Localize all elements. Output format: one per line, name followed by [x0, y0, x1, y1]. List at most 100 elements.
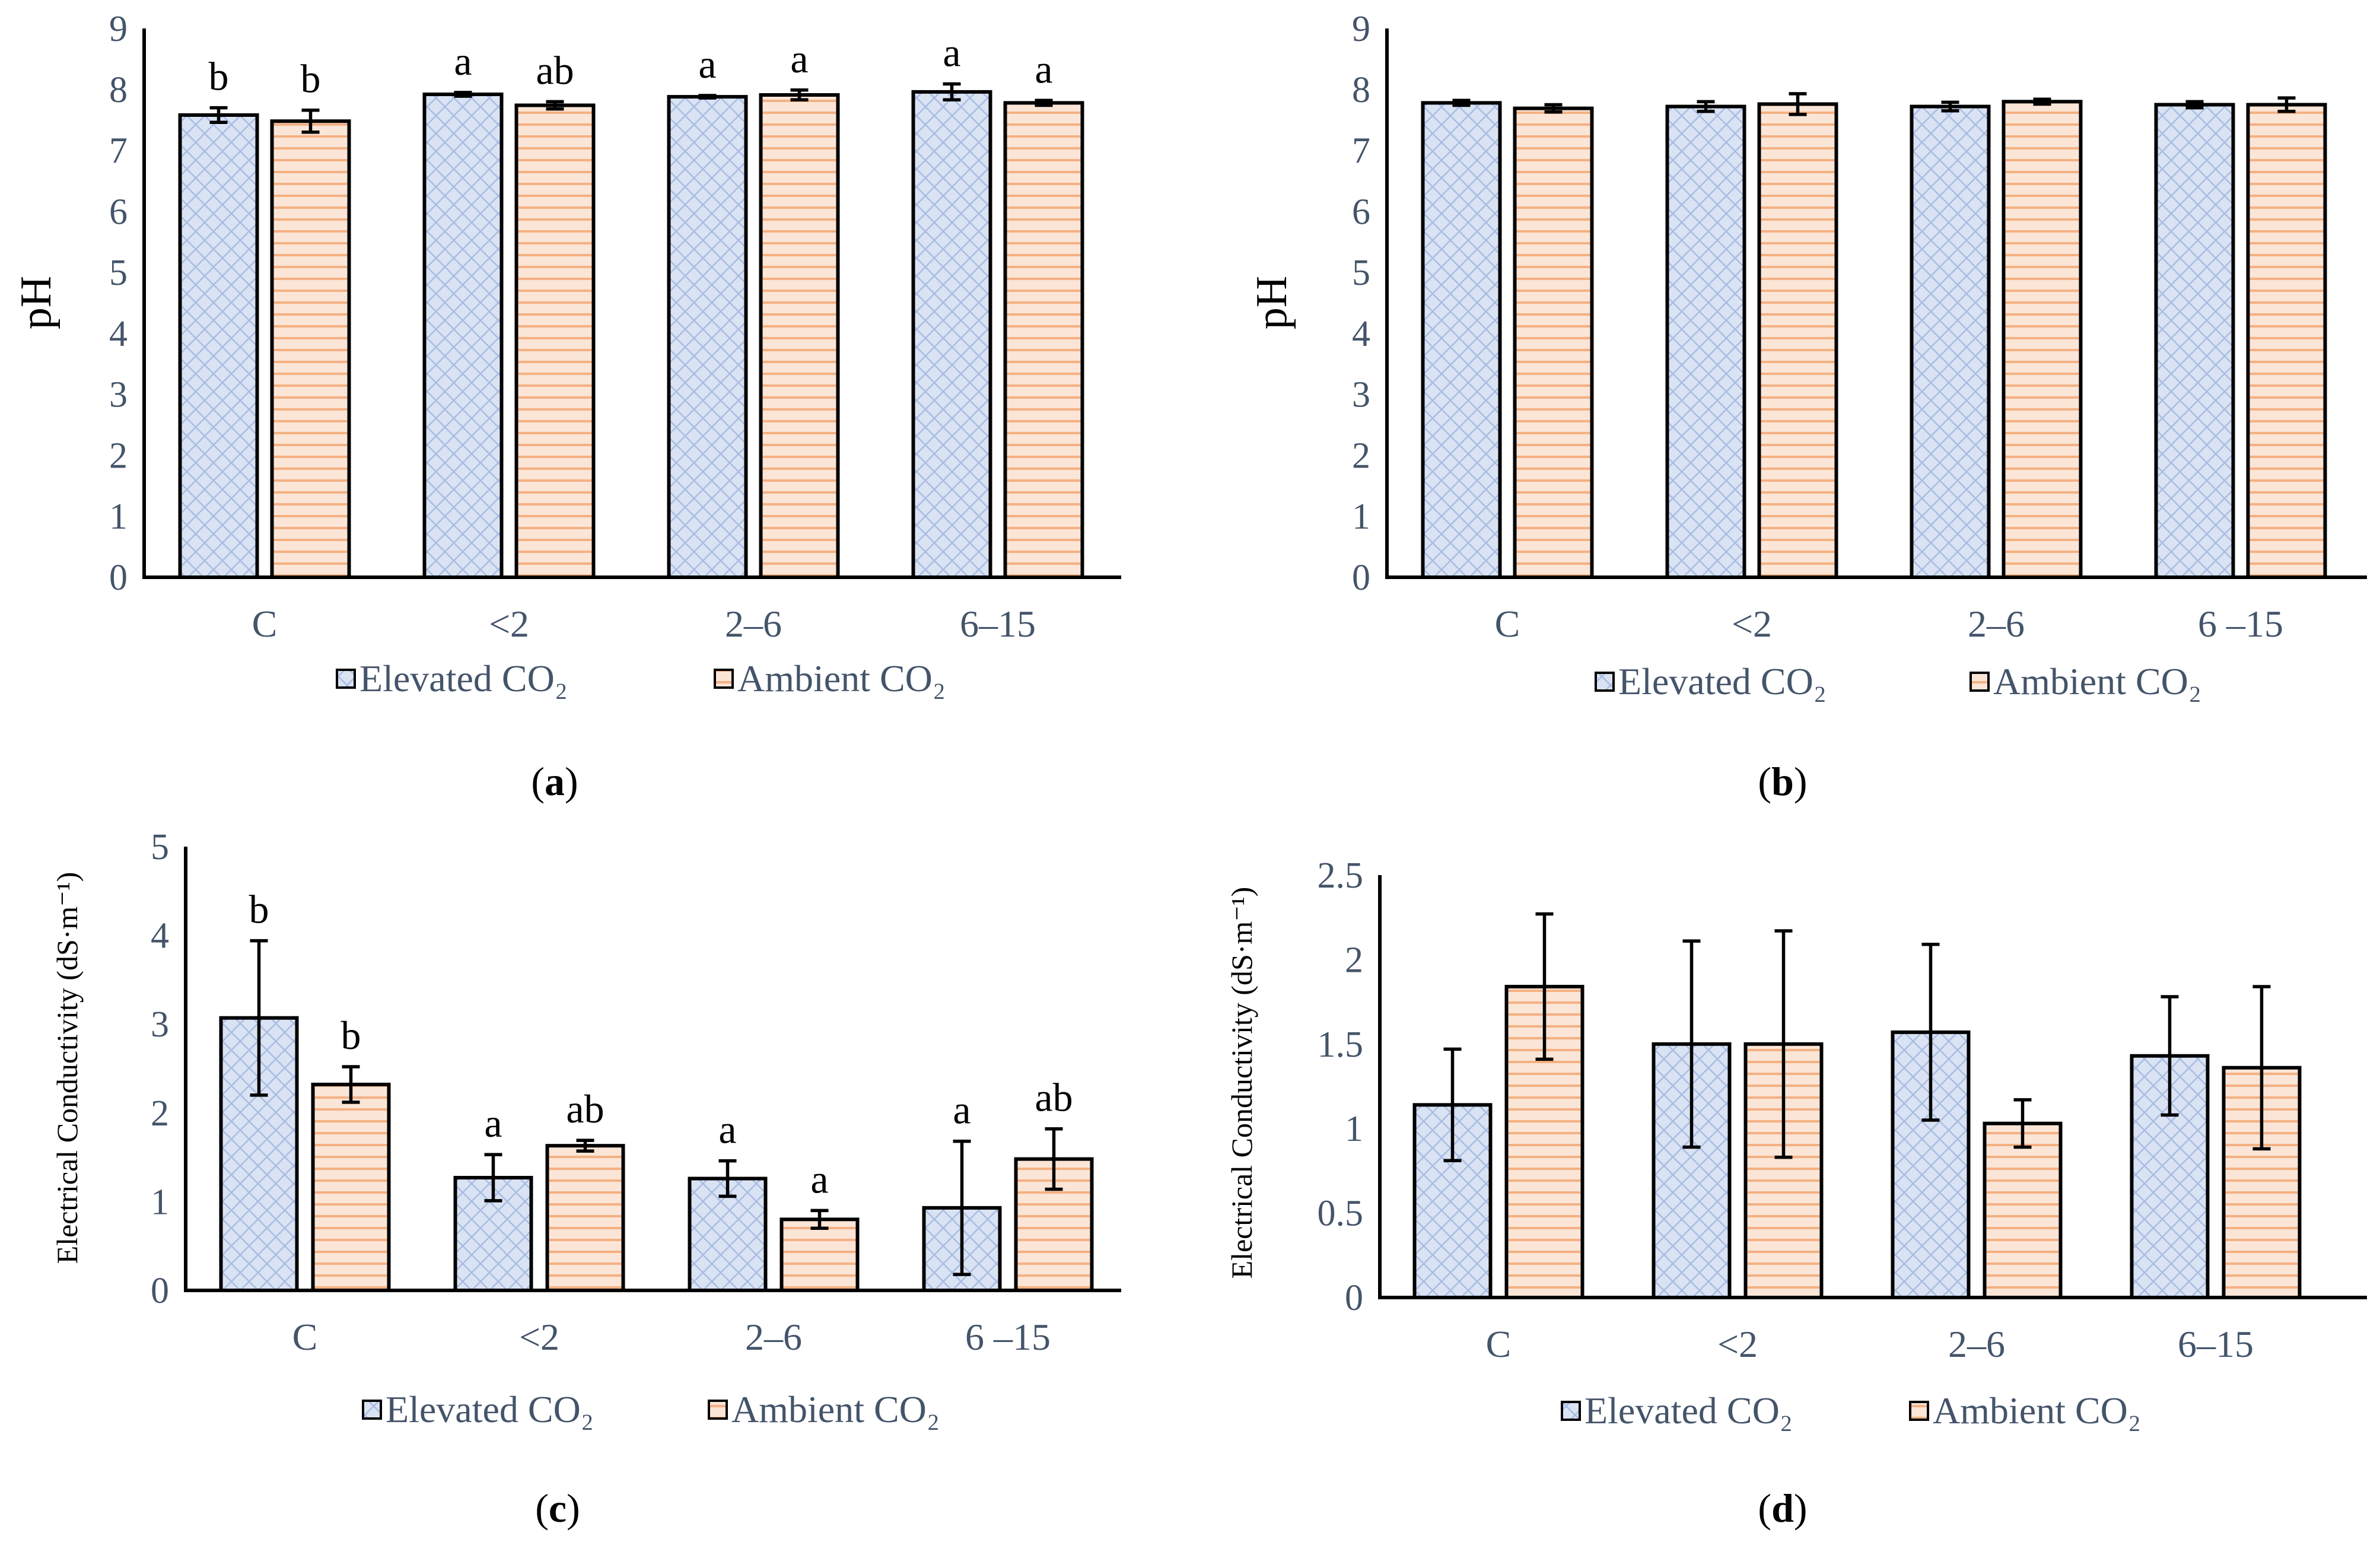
panel-label: (a)	[531, 759, 578, 804]
bar-elevated-3	[911, 90, 992, 579]
significance-letter: a	[943, 30, 960, 75]
x-category-label: 2–6	[745, 1316, 802, 1358]
panel-label: (b)	[1758, 759, 1807, 804]
y-tick-label: 7	[1352, 131, 1370, 171]
y-tick-label: 7	[109, 131, 128, 171]
x-category-label: 2–6	[725, 603, 782, 645]
x-category-label: <2	[1732, 603, 1772, 645]
x-category-label: C	[292, 1316, 318, 1358]
y-tick-label: 2	[1345, 940, 1363, 980]
significance-letter: ab	[1035, 1075, 1073, 1120]
x-category-label: 2–6	[1948, 1323, 2005, 1365]
error-bar	[1789, 92, 1807, 116]
axes	[1385, 28, 2367, 579]
significance-letter: a	[484, 1101, 502, 1146]
error-bar	[1035, 98, 1053, 107]
y-tick-label: 3	[151, 1004, 169, 1045]
y-axis-title: Electrical Conductivity (dS·m⁻¹)	[1225, 887, 1258, 1279]
y-tick-label: 1	[1345, 1109, 1363, 1149]
panel-label: (c)	[535, 1486, 580, 1531]
axes	[142, 28, 1121, 579]
y-tick-label: 1	[109, 497, 128, 537]
bar-elevated-3	[2154, 103, 2235, 579]
y-tick-label: 5	[151, 827, 169, 867]
y-tick-label: 8	[109, 70, 128, 110]
axes	[184, 847, 1121, 1292]
error-bar	[1697, 100, 1715, 113]
x-category-label: C	[1486, 1323, 1512, 1365]
error-bar	[209, 106, 228, 125]
bar-elevated-1	[422, 93, 504, 579]
error-bar	[718, 1159, 737, 1198]
y-tick-label: 0	[1352, 558, 1370, 598]
significance-letter: a	[454, 39, 472, 84]
error-bar	[1535, 912, 1554, 1061]
x-category-label: <2	[489, 603, 529, 645]
y-tick-label: 4	[1352, 314, 1370, 354]
significance-letter: a	[953, 1087, 971, 1133]
error-bar	[2185, 100, 2204, 110]
error-bar	[1045, 1127, 1063, 1191]
error-bar	[1443, 1047, 1462, 1163]
error-bar	[546, 100, 564, 111]
panel-label: (d)	[1758, 1486, 1807, 1531]
significance-letter: b	[301, 56, 321, 101]
error-bar	[2252, 985, 2271, 1151]
y-tick-label: 8	[1352, 70, 1370, 110]
significance-letter: a	[718, 1107, 736, 1152]
y-tick-label: 3	[1352, 375, 1370, 415]
error-bar	[342, 1065, 360, 1104]
legend-elevated-swatch	[336, 669, 356, 689]
significance-letter: a	[698, 42, 716, 87]
significance-letter: b	[209, 54, 229, 99]
bar-elevated-2	[667, 95, 748, 580]
bar-ambient-2	[1983, 1121, 2063, 1299]
bar-ambient-2	[759, 93, 840, 579]
y-tick-label: 2	[109, 435, 128, 476]
legend: Elevated CO₂ Ambient CO₂	[1595, 660, 2201, 702]
error-bar	[1682, 939, 1701, 1149]
legend-elevated-swatch	[362, 1400, 382, 1420]
error-bar	[484, 1153, 502, 1203]
x-category-label: 6 –15	[965, 1316, 1051, 1358]
legend: Elevated CO₂ Ambient CO₂	[362, 1388, 940, 1430]
y-tick-label: 6	[109, 192, 128, 232]
significance-letter: a	[1035, 46, 1052, 91]
legend: Elevated CO₂ Ambient CO₂	[336, 657, 946, 699]
error-bar	[1921, 943, 1940, 1122]
error-bar	[454, 91, 472, 98]
legend-elevated-label: Elevated CO₂	[1618, 660, 1827, 702]
bar-elevated-0	[178, 113, 259, 579]
significance-letter: b	[249, 887, 269, 932]
x-category-label: 6–15	[2178, 1323, 2254, 1365]
bar-elevated-1	[1665, 104, 1746, 580]
y-tick-label: 2	[1352, 435, 1370, 476]
legend-elevated-swatch	[1561, 1401, 1581, 1421]
bar-elevated-0	[1421, 101, 1502, 579]
y-tick-label: 5	[1352, 253, 1370, 293]
legend-ambient-label: Ambient CO₂	[737, 657, 946, 699]
y-tick-label: 9	[109, 9, 128, 49]
y-tick-label: 1	[151, 1182, 169, 1222]
legend-elevated-label: Elevated CO₂	[1584, 1389, 1793, 1432]
significance-letter: a	[810, 1156, 828, 1201]
bar-ambient-0	[270, 119, 351, 579]
y-axis-title: pH	[12, 276, 61, 329]
y-tick-label: 4	[151, 916, 169, 956]
y-tick-label: 0	[1345, 1278, 1363, 1318]
legend-ambient-swatch	[708, 1400, 728, 1420]
legend-elevated-swatch	[1595, 672, 1615, 692]
y-tick-label: 3	[109, 375, 128, 415]
legend-elevated-label: Elevated CO₂	[359, 657, 568, 699]
x-category-label: 6 –15	[2198, 603, 2283, 645]
y-axis-title: Electrical Conductivity (dS·m⁻¹)	[50, 872, 84, 1264]
significance-letter: a	[790, 36, 808, 81]
bar-ambient-1	[1757, 102, 1838, 579]
error-bar	[790, 88, 809, 101]
error-bar	[301, 108, 320, 134]
bar-ambient-2	[2002, 100, 2083, 580]
y-tick-label: 2.5	[1318, 856, 1364, 896]
error-bar	[1941, 100, 1959, 113]
chart-panel-a: 0 1 2 3 4 5 6 7 8 9 pH b b Ca ab <2 a a 2–6 a a 6–15 Elevated …	[12, 9, 1121, 804]
